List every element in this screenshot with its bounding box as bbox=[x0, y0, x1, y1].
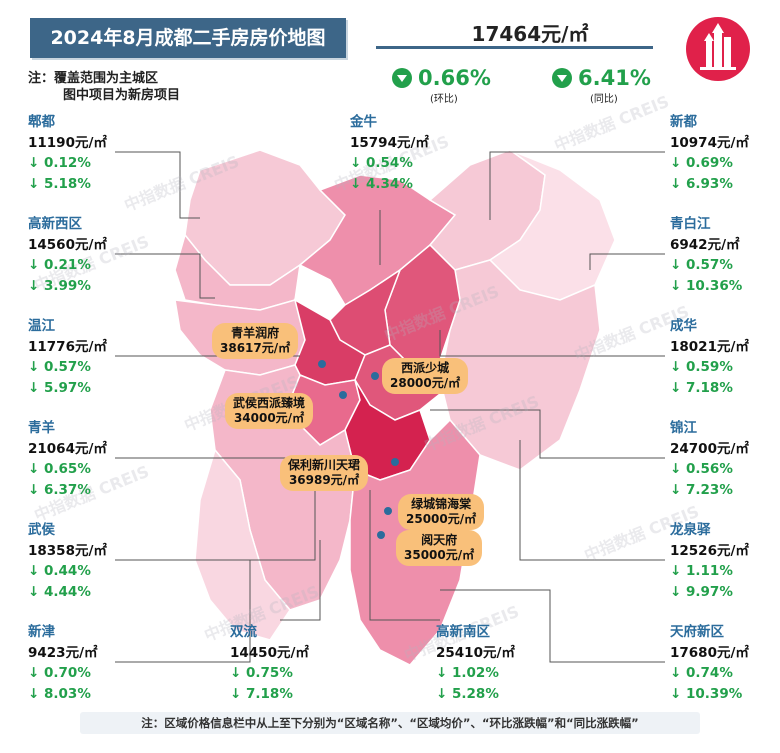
city-tower-icon bbox=[700, 23, 736, 70]
region-info-wuhou: 武侯 18358元/㎡ ↓ 0.44% ↓ 4.44% bbox=[28, 522, 107, 600]
project-label-qingyangrunfu[interactable]: 青羊润府 38617元/㎡ bbox=[212, 323, 299, 359]
mom-label: (环比) bbox=[430, 94, 458, 105]
region-info-qingbaijiang: 青白江 6942元/㎡ ↓ 0.57% ↓ 10.36% bbox=[670, 216, 743, 294]
project-dots bbox=[318, 360, 399, 539]
project-label-wuhouxipai[interactable]: 武侯西派臻境 34000元/㎡ bbox=[225, 393, 314, 429]
yoy-change: 6.41% (同比) bbox=[552, 66, 651, 105]
region-info-chenghua: 成华 18021元/㎡ ↓ 0.59% ↓ 7.18% bbox=[670, 318, 749, 396]
map-region-longquanyi[interactable] bbox=[439, 259, 601, 471]
project-label-baolixinchuan[interactable]: 保利新川天珺 36989元/㎡ bbox=[280, 455, 369, 491]
down-arrow-icon bbox=[552, 68, 572, 88]
region-info-qingyang: 青羊 21064元/㎡ ↓ 0.65% ↓ 6.37% bbox=[28, 420, 107, 498]
down-arrow-icon bbox=[392, 68, 412, 88]
page-title: 2024年8月成都二手房房价地图 bbox=[30, 18, 346, 58]
mom-change: 0.66% (环比) bbox=[392, 66, 491, 105]
region-info-xindu: 新都 10974元/㎡ ↓ 0.69% ↓ 6.93% bbox=[670, 114, 749, 192]
note: 注：覆盖范围为主城区 图中项目为新房项目 bbox=[28, 71, 181, 103]
region-info-shuangliu: 双流 14450元/㎡ ↓ 0.75% ↓ 7.18% bbox=[230, 624, 309, 702]
footer-note: 注：区域价格信息栏中从上至下分别为“区域名称”、“区域均价”、“环比涨跌幅”和“… bbox=[80, 712, 700, 734]
region-info-tianfu: 天府新区 17680元/㎡ ↓ 0.74% ↓ 10.39% bbox=[670, 624, 749, 702]
region-info-pidu: 郫都 11190元/㎡ ↓ 0.12% ↓ 5.18% bbox=[28, 114, 107, 192]
region-info-gaoxinnan: 高新南区 25410元/㎡ ↓ 1.02% ↓ 5.28% bbox=[436, 624, 515, 702]
average-price: 17464元/㎡ bbox=[471, 22, 589, 46]
project-label-xipaishaocheng[interactable]: 西派少城 28000元/㎡ bbox=[382, 358, 469, 394]
divider bbox=[376, 46, 653, 49]
region-info-wenjiang: 温江 11776元/㎡ ↓ 0.57% ↓ 5.97% bbox=[28, 318, 107, 396]
region-info-jinjiang: 锦江 24700元/㎡ ↓ 0.56% ↓ 7.23% bbox=[670, 420, 749, 498]
region-info-xinjin: 新津 9423元/㎡ ↓ 0.70% ↓ 8.03% bbox=[28, 624, 98, 702]
project-label-lvchengjinhai[interactable]: 绿城锦海棠 25000元/㎡ bbox=[398, 494, 485, 530]
yoy-label: (同比) bbox=[590, 94, 618, 105]
map-region-xinjin[interactable] bbox=[194, 448, 291, 641]
region-info-jinniu: 金牛 15794元/㎡ ↓ 0.54% ↓ 4.34% bbox=[350, 114, 429, 192]
project-label-yuetianfu[interactable]: 阅天府 35000元/㎡ bbox=[396, 530, 483, 566]
region-info-longquanyi: 龙泉驿 12526元/㎡ ↓ 1.11% ↓ 9.97% bbox=[670, 522, 749, 600]
logo bbox=[686, 17, 750, 81]
region-info-gaoxinxi: 高新西区 14560元/㎡ ↓ 0.21% ↓ 3.99% bbox=[28, 216, 107, 294]
leader-lines bbox=[115, 151, 665, 663]
